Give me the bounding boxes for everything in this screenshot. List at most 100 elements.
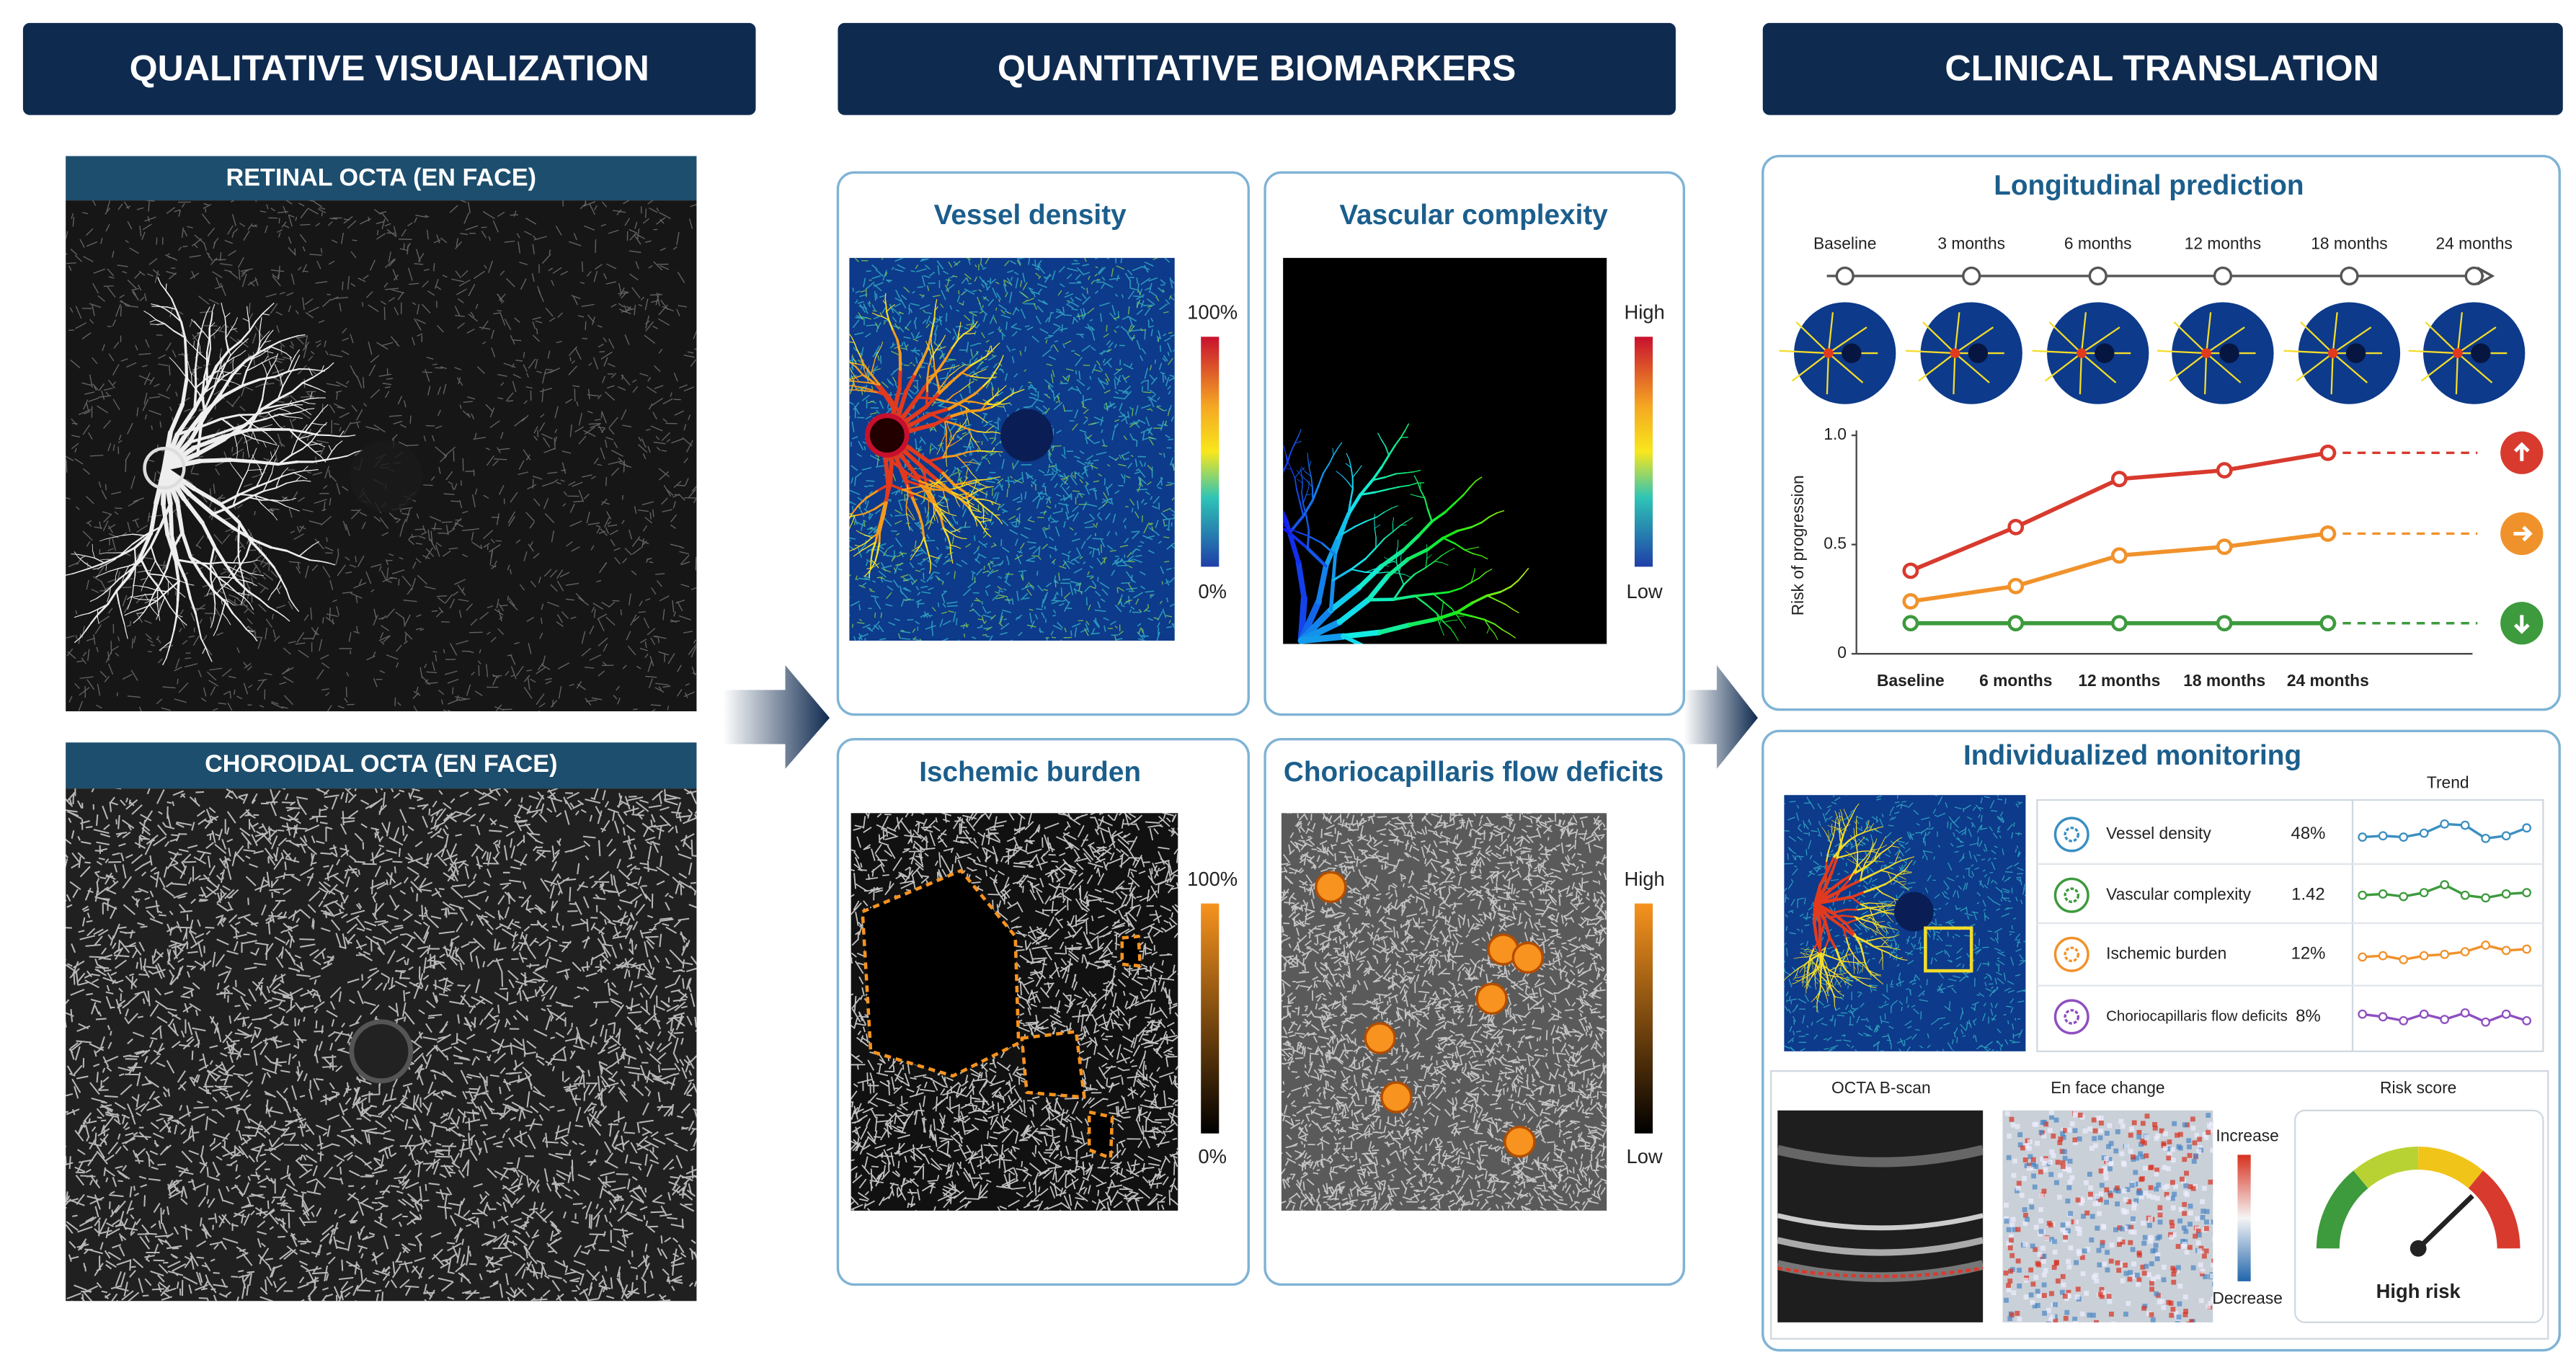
vessel bbox=[277, 391, 294, 401]
vessel bbox=[1350, 569, 1367, 573]
texture bbox=[2146, 1311, 2151, 1317]
vessel bbox=[865, 390, 878, 393]
vessel bbox=[285, 352, 293, 359]
vessel bbox=[247, 590, 261, 600]
texture bbox=[2033, 1274, 2039, 1280]
vessel bbox=[1434, 561, 1443, 564]
vessel bbox=[211, 376, 221, 393]
vessel bbox=[921, 466, 928, 485]
texture bbox=[2136, 1277, 2142, 1283]
vessel bbox=[1813, 995, 1818, 1000]
texture bbox=[2129, 1183, 2135, 1188]
vessel bbox=[1332, 568, 1353, 582]
texture bbox=[2152, 1125, 2158, 1131]
vessel bbox=[319, 560, 329, 564]
vessel bbox=[1889, 876, 1893, 879]
scale-label: Increase bbox=[2216, 1126, 2278, 1144]
vessel bbox=[79, 555, 86, 559]
vessel bbox=[302, 440, 312, 450]
vessel bbox=[200, 320, 205, 331]
texture bbox=[2072, 1128, 2078, 1134]
vessel bbox=[1909, 856, 1915, 858]
vessel bbox=[1826, 833, 1829, 839]
vessel bbox=[110, 579, 120, 589]
texture bbox=[2212, 1136, 2213, 1142]
vessel bbox=[259, 598, 270, 608]
vessel bbox=[280, 377, 283, 388]
vessel bbox=[180, 376, 189, 406]
texture bbox=[849, 257, 1175, 641]
vessel bbox=[1399, 520, 1408, 526]
vessel bbox=[928, 554, 932, 564]
vessel bbox=[1374, 514, 1375, 522]
texture bbox=[2098, 1168, 2104, 1174]
fovea bbox=[1968, 343, 1988, 363]
vessel bbox=[977, 509, 982, 513]
vessel bbox=[1413, 469, 1421, 473]
vessel bbox=[1398, 564, 1402, 574]
vessel bbox=[959, 495, 971, 500]
vessel bbox=[1346, 500, 1351, 518]
vessel bbox=[936, 517, 938, 523]
vessel bbox=[295, 417, 303, 419]
texture bbox=[2198, 1245, 2204, 1251]
vessel bbox=[298, 549, 307, 557]
vessel bbox=[966, 468, 969, 474]
vessel bbox=[137, 571, 144, 573]
vessel bbox=[261, 386, 265, 401]
vessel bbox=[1413, 475, 1418, 483]
vessel bbox=[933, 414, 954, 427]
vessel bbox=[187, 583, 195, 586]
vessel bbox=[1854, 916, 1865, 921]
timeline-node bbox=[2213, 266, 2233, 286]
texture bbox=[2040, 1156, 2045, 1162]
vessel bbox=[991, 447, 995, 452]
vessel bbox=[150, 560, 156, 571]
vessel bbox=[1892, 879, 1899, 883]
vessel bbox=[243, 434, 255, 440]
vessel bbox=[982, 478, 990, 481]
vessel bbox=[317, 409, 324, 417]
vessel bbox=[1876, 974, 1881, 977]
vessel bbox=[290, 403, 300, 408]
vessel bbox=[1795, 321, 1829, 354]
vessel bbox=[175, 614, 182, 621]
vessel bbox=[967, 428, 979, 432]
vessel bbox=[157, 605, 159, 615]
texture bbox=[2022, 1221, 2028, 1226]
texture bbox=[2177, 1145, 2183, 1151]
vessel bbox=[949, 530, 956, 533]
vessel bbox=[922, 486, 928, 491]
texture bbox=[2169, 1147, 2175, 1152]
texture bbox=[2006, 1155, 2012, 1160]
texture bbox=[2142, 1235, 2148, 1240]
vessel bbox=[261, 362, 265, 369]
vessel bbox=[133, 597, 141, 600]
vessel bbox=[1840, 974, 1844, 977]
vessel bbox=[887, 319, 894, 331]
texture bbox=[2060, 1227, 2066, 1233]
vessel bbox=[942, 334, 946, 340]
vessel bbox=[1822, 964, 1829, 976]
texture bbox=[2211, 1258, 2213, 1264]
vessel bbox=[1849, 835, 1853, 839]
texture bbox=[2100, 1242, 2105, 1248]
vessel bbox=[1847, 954, 1852, 956]
vessel bbox=[285, 480, 296, 484]
vessel bbox=[311, 433, 318, 442]
vessel bbox=[107, 595, 110, 602]
vessel bbox=[240, 350, 247, 355]
vessel bbox=[982, 528, 989, 530]
sparkline-point bbox=[2501, 946, 2511, 956]
vessel bbox=[1464, 549, 1475, 555]
optic-disc bbox=[1950, 348, 1960, 358]
vessel bbox=[224, 372, 231, 376]
vessel bbox=[1002, 385, 1007, 390]
flow-deficit bbox=[1364, 1022, 1396, 1054]
vessel bbox=[1443, 620, 1452, 623]
image-content bbox=[66, 200, 697, 711]
vessel bbox=[187, 341, 195, 348]
vessel bbox=[1857, 907, 1869, 911]
vessel bbox=[1859, 858, 1865, 865]
vessel bbox=[1888, 863, 1896, 868]
